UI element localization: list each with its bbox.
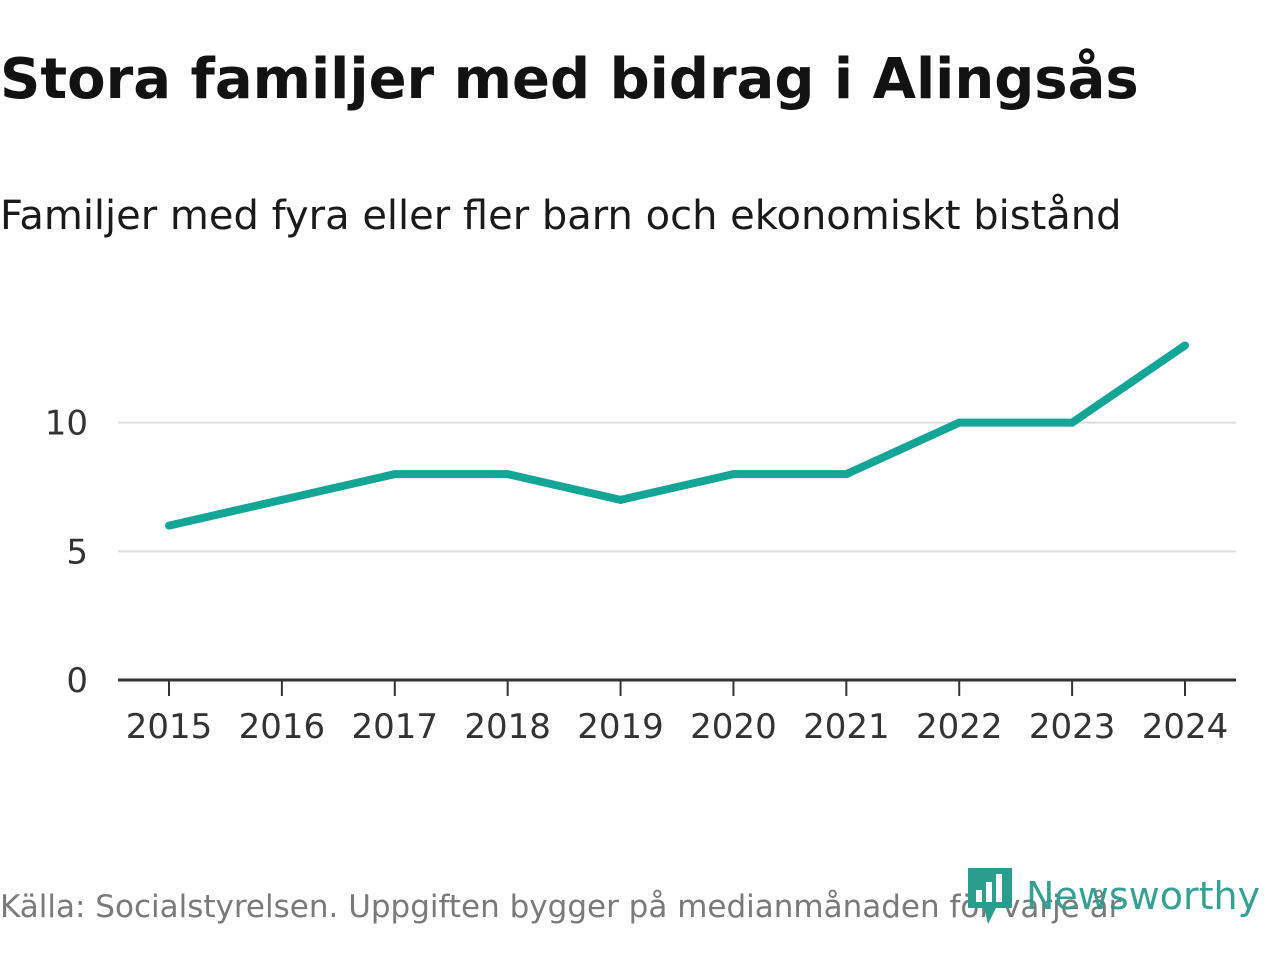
x-tick-label-2019: 2019: [577, 707, 664, 747]
chart-subtitle: Familjer med fyra eller fler barn och ek…: [0, 193, 1122, 239]
data-point-2023: [1068, 418, 1077, 427]
y-tick-label-5: 5: [66, 532, 88, 572]
newsworthy-logo-icon: [968, 868, 1012, 924]
x-tick-label-2016: 2016: [239, 707, 326, 747]
data-point-2024: [1181, 341, 1189, 350]
y-axis-ticks: 0 5 10: [45, 404, 88, 701]
source-note: Källa: Socialstyrelsen. Uppgiften bygger…: [0, 889, 1122, 925]
x-tick-label-2015: 2015: [126, 707, 213, 747]
data-point-2022: [955, 418, 964, 427]
brand-name: Newsworthy: [1026, 874, 1261, 918]
data-point-2020: [729, 470, 738, 479]
data-point-2017: [390, 470, 399, 479]
x-tick-label-2017: 2017: [352, 707, 439, 747]
x-tick-label-2018: 2018: [464, 707, 551, 747]
y-tick-label-0: 0: [66, 661, 88, 701]
series-line-0: [168, 342, 1188, 530]
data-point-2016: [277, 495, 286, 504]
chart-title: Stora familjer med bidrag i Alingsås: [0, 47, 1139, 112]
series-group: [165, 341, 1189, 530]
data-point-2015: [165, 521, 173, 530]
x-tick-label-2021: 2021: [803, 707, 890, 747]
y-tick-label-10: 10: [45, 404, 88, 444]
data-point-2021: [842, 470, 851, 479]
data-point-2018: [503, 470, 512, 479]
brand-logo: Newsworthy: [964, 866, 1260, 926]
x-tick-label-2024: 2024: [1142, 707, 1229, 747]
x-tick-label-2022: 2022: [916, 707, 1003, 747]
x-axis-ticks: 2015 2016 2017 2018 2019 2020 2021 2022 2023 2024: [126, 680, 1229, 747]
data-point-2019: [616, 495, 625, 504]
x-tick-label-2020: 2020: [690, 707, 777, 747]
x-tick-label-2023: 2023: [1029, 707, 1116, 747]
